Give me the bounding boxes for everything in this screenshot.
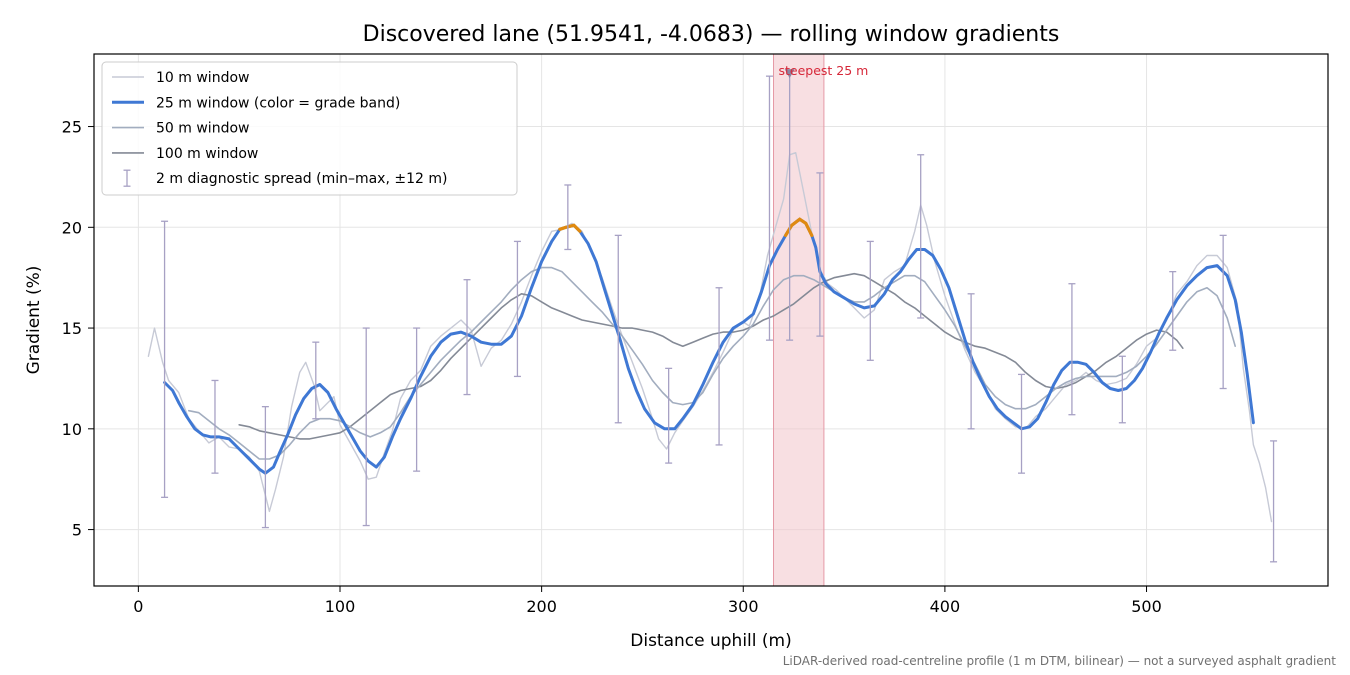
highlight-band-layer <box>773 53 825 587</box>
chart-title: Discovered lane (51.9541, -4.0683) — rol… <box>363 22 1060 47</box>
x-tick-label: 200 <box>526 597 557 616</box>
legend-label: 100 m window <box>156 146 258 162</box>
steepest-marker <box>784 69 795 79</box>
x-tick-label: 0 <box>133 597 143 616</box>
series-25m-line <box>163 217 1255 475</box>
legend-label: 2 m diagnostic spread (min–max, ±12 m) <box>156 171 447 187</box>
spread-layer <box>161 69 1278 563</box>
annotation-layer: steepest 25 m <box>779 63 869 79</box>
steepest-label: steepest 25 m <box>779 63 869 78</box>
legend: 10 m window 25 m window (color = grade ba… <box>101 61 518 196</box>
legend-label: 50 m window <box>156 121 249 137</box>
legend-label: 25 m window (color = grade band) <box>156 95 400 111</box>
plot-frame <box>93 53 1329 587</box>
y-tick-label: 20 <box>62 218 82 237</box>
y-tick-label: 25 <box>62 118 82 137</box>
y-tick-label: 15 <box>62 319 82 338</box>
y-tick-label: 5 <box>72 521 82 540</box>
series-layer <box>147 152 1273 523</box>
legend-label: 10 m window <box>156 70 249 86</box>
series-100m-line <box>238 272 1184 440</box>
x-tick-label: 100 <box>325 597 356 616</box>
y-tick-label: 10 <box>62 420 82 439</box>
y-axis-ticks: 5 10 15 20 25 <box>62 118 94 540</box>
steepest-band <box>773 53 825 587</box>
legend-box <box>101 61 518 196</box>
x-tick-label: 400 <box>930 597 961 616</box>
x-axis-ticks: 0 100 200 300 400 500 <box>133 586 1162 616</box>
grade-band-hot-segment <box>558 223 582 233</box>
x-tick-label: 500 <box>1131 597 1162 616</box>
footnote: LiDAR-derived road-centreline profile (1… <box>783 654 1337 668</box>
x-tick-label: 300 <box>728 597 759 616</box>
x-axis-label: Distance uphill (m) <box>630 631 791 651</box>
y-axis-label: Gradient (%) <box>24 266 44 375</box>
series-50m-line <box>188 266 1236 460</box>
